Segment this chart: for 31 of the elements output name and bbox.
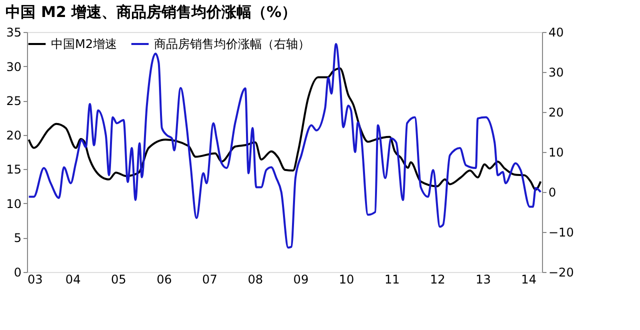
x-tick-label: 07 — [202, 272, 218, 286]
x-tick-label: 06 — [156, 272, 172, 286]
y-tick-label: 5 — [14, 231, 22, 246]
y2-tick-label: −10 — [548, 226, 574, 240]
x-tick-label: 13 — [476, 272, 491, 286]
chart-title: 中国 M2 增速、商品房销售均价涨幅（%） — [6, 3, 297, 21]
x-tick-label: 12 — [430, 272, 446, 286]
y-tick-label: 25 — [6, 94, 22, 108]
x-tick-label: 04 — [65, 272, 81, 286]
y2-tick-label: −20 — [548, 266, 574, 280]
line-series — [28, 67, 542, 191]
y2-tick-label: 20 — [548, 106, 564, 120]
x-tick-label: 05 — [111, 272, 126, 286]
y2-tick-label: 40 — [548, 26, 564, 40]
legend-label: 中国M2增速 — [51, 37, 117, 51]
x-tick-label: 08 — [248, 272, 264, 286]
x-tick-label: 10 — [338, 272, 354, 286]
y-tick-label: 10 — [6, 196, 22, 211]
x-tick-label: 14 — [521, 272, 536, 286]
y-tick-label: 0 — [14, 266, 22, 280]
y-tick-label: 30 — [6, 60, 22, 74]
y-tick-label: 15 — [6, 162, 22, 177]
y2-tick-label: 30 — [548, 66, 564, 80]
x-tick-label: 03 — [28, 272, 43, 286]
y-tick-label: 20 — [6, 128, 22, 142]
legend-label: 商品房销售均价涨幅（右轴） — [154, 37, 310, 51]
y2-tick-label: 10 — [548, 146, 564, 160]
y-tick-label: 35 — [6, 26, 22, 40]
x-tick-label: 09 — [293, 272, 309, 286]
y2-tick-label: 0 — [548, 186, 556, 200]
x-tick-label: 11 — [384, 272, 400, 286]
